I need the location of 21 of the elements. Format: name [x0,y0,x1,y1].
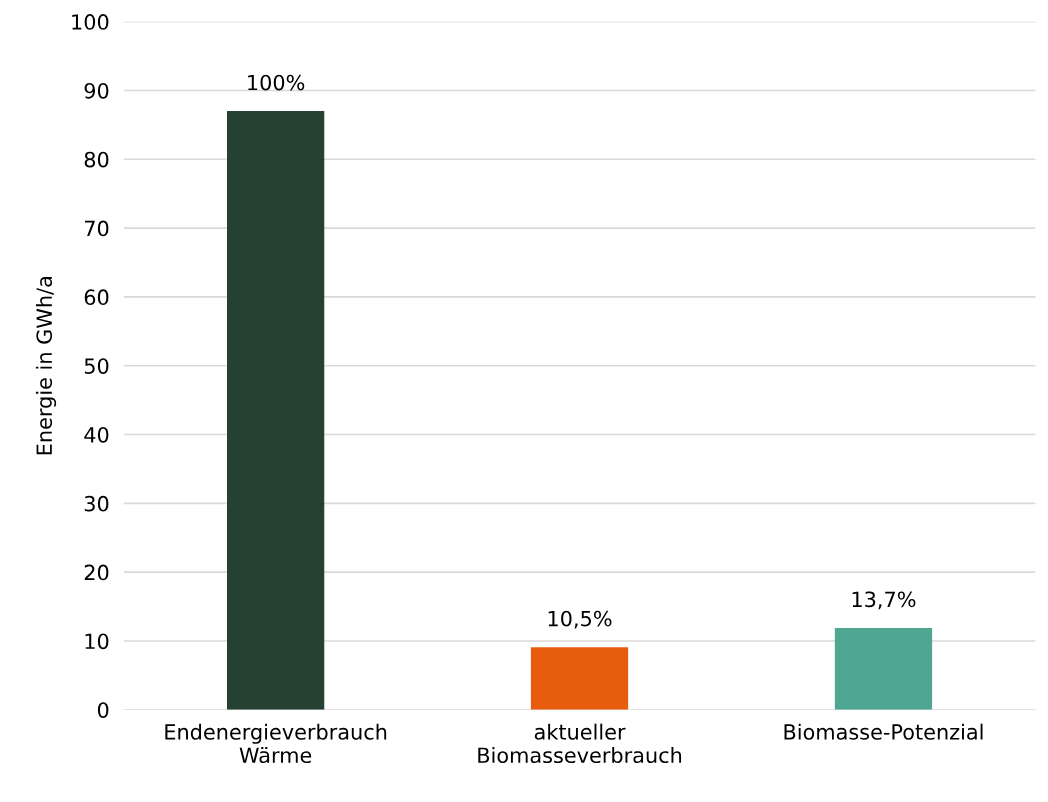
y-tick-label: 30 [84,495,109,512]
x-tick-label: Biomasse-Potenzial [784,723,983,740]
y-tick-label: 10 [85,633,109,650]
y-tick-label: 90 [84,82,109,99]
y-axis-title: Energie in GWh/a [35,277,57,455]
annotation: 100% [248,74,305,91]
y-tick-label: 70 [84,220,109,237]
y-tick-label: 50 [84,358,109,374]
y-tick-label: 40 [84,426,109,443]
y-tick-label: 80 [84,151,109,168]
annotation: 13,7% [852,591,916,610]
bar [834,627,933,710]
annotation: 10,5% [548,610,612,629]
bar [227,111,325,710]
bar [530,647,629,710]
y-tick-label: 60 [84,289,109,306]
x-tick-label: Endenergieverbrauch Wärme [165,723,387,764]
x-tick-label: aktueller Biomasseverbrauch [478,723,682,764]
y-tick-label: 20 [84,564,109,581]
y-tick-label: 100 [72,14,109,30]
y-tick-label: 0 [97,702,109,718]
